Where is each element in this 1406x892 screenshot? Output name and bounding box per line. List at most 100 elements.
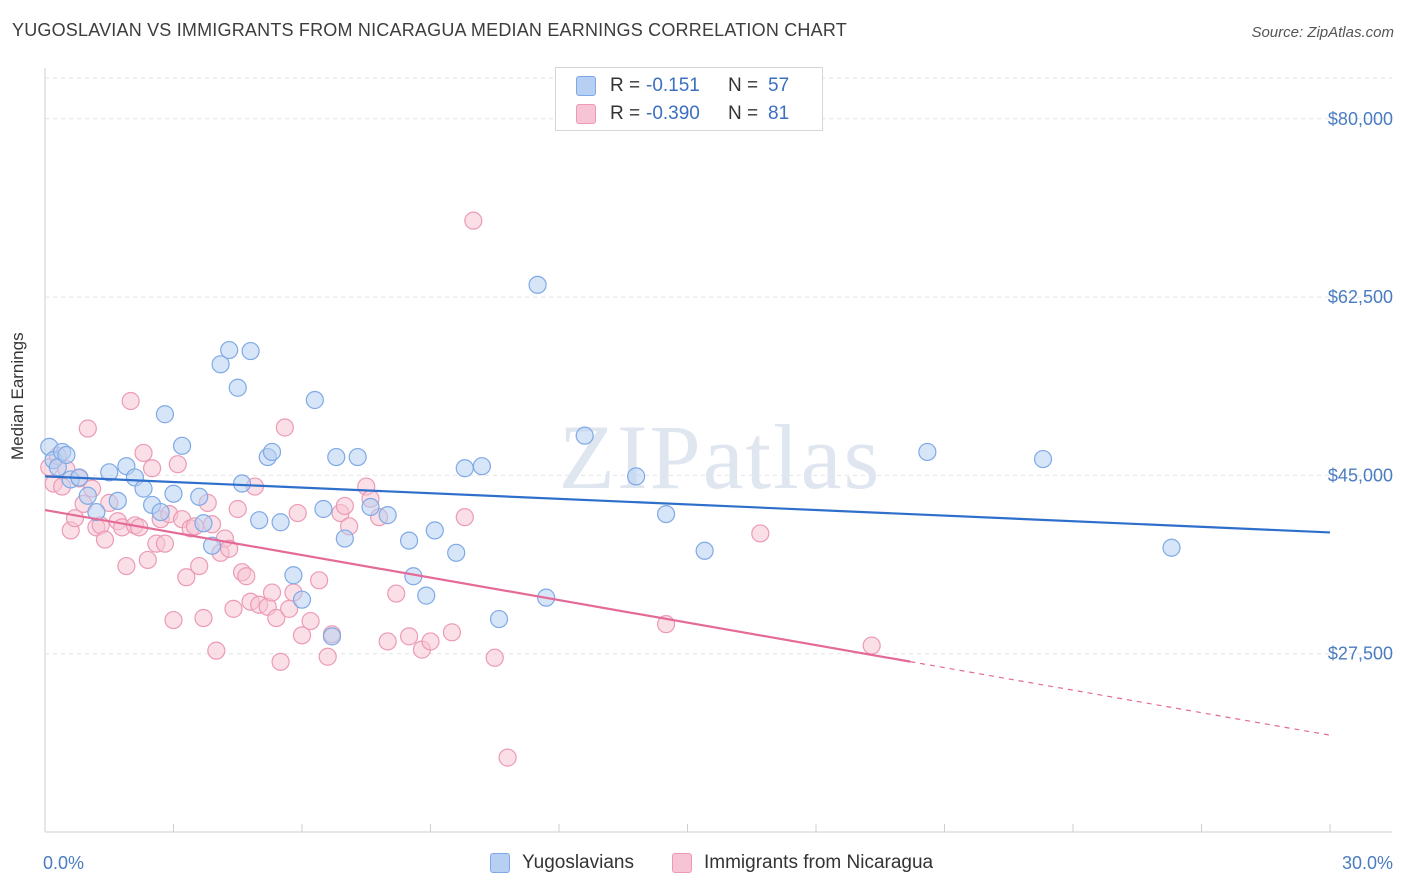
nicaragua-point — [228, 499, 247, 519]
yugoslavian-point — [194, 514, 213, 533]
yugoslavian-point — [172, 436, 192, 455]
legend-item-nicaragua: Immigrants from Nicaragua — [672, 852, 933, 874]
yugoslavian-point — [292, 590, 312, 609]
y-tick-label: $62,500 — [1328, 287, 1393, 307]
yugoslavian-point — [211, 355, 230, 374]
nicaragua-point — [292, 626, 312, 645]
yugoslavian-point — [164, 484, 183, 503]
nicaragua-point — [155, 534, 175, 553]
nicaragua-point — [237, 567, 256, 586]
nicaragua-point — [288, 503, 307, 523]
nicaragua-point — [464, 211, 483, 230]
yugoslavian-point — [78, 486, 97, 505]
nicaragua-point — [190, 556, 209, 576]
legend-n-value: 57 — [768, 75, 790, 96]
nicaragua-point — [95, 530, 115, 549]
x-tick-label: 30.0% — [1342, 853, 1393, 873]
yugoslavian-point — [241, 341, 260, 361]
nicaragua-point — [220, 539, 239, 558]
yugoslavian-point — [335, 529, 354, 548]
yugoslavian-points — [40, 275, 1181, 646]
yugoslavian-point — [695, 541, 714, 560]
legend-label: Yugoslavians — [522, 852, 634, 873]
legend-n-label: N = — [728, 103, 759, 124]
nicaragua-point — [142, 459, 162, 478]
legend-r-label: R = — [610, 103, 641, 124]
legend-r-value: -0.390 — [646, 103, 700, 124]
nicaragua-point — [378, 632, 397, 651]
x-tick-label: 0.0% — [43, 853, 84, 873]
nicaragua-point — [168, 455, 187, 474]
nicaragua-point — [207, 641, 226, 660]
yugoslavian-point — [417, 586, 436, 605]
x-tick-labels: 0.0% 30.0% — [43, 853, 1393, 873]
yugoslavian-point — [232, 474, 252, 493]
legend-r-value: -0.151 — [646, 75, 700, 96]
yugoslavian-point — [155, 405, 175, 424]
y-tick-labels: $27,500 $45,000 $62,500 $80,000 — [1328, 109, 1393, 664]
yugoslavian-point — [1033, 449, 1053, 469]
yugoslavian-point — [399, 531, 419, 550]
nicaragua-point — [134, 443, 153, 463]
yugoslavian-point — [361, 497, 380, 517]
chart-title: YUGOSLAVIAN VS IMMIGRANTS FROM NICARAGUA… — [12, 20, 847, 40]
nicaragua-point — [275, 418, 294, 437]
yugoslavian-point — [134, 479, 153, 498]
legend-r-label: R = — [610, 75, 641, 96]
source-credit: Source: ZipAtlas.com — [1251, 24, 1394, 41]
legend-row-nicaragua: R = -0.390 N = 81 — [576, 102, 789, 126]
nicaragua-point — [862, 636, 881, 655]
nicaragua-point — [138, 550, 157, 570]
yugoslavian-point — [314, 499, 333, 519]
yugoslavian-point — [250, 511, 269, 530]
nicaragua-point — [335, 496, 354, 516]
nicaragua-trend-line — [44, 508, 911, 663]
yugoslavian-point — [447, 543, 466, 562]
nicaragua-point — [455, 508, 474, 527]
yugoslavian-point — [108, 491, 127, 510]
yugoslavian-point — [455, 459, 474, 478]
yugoslavian-point — [284, 566, 303, 585]
pink-swatch — [672, 853, 692, 873]
yugoslavian-point — [626, 467, 646, 486]
yugoslavian-point — [202, 536, 222, 555]
yugoslavian-point — [220, 340, 239, 360]
yugoslavian-point — [528, 275, 547, 294]
yugoslavian-trend-line — [44, 475, 1331, 534]
yugoslavian-point — [228, 378, 247, 397]
nicaragua-trend-extension — [910, 661, 1331, 736]
legend-n-label: N = — [728, 75, 759, 96]
pink-swatch — [576, 104, 596, 124]
yugoslavian-point — [575, 426, 594, 445]
nicaragua-point — [177, 568, 196, 587]
blue-swatch — [490, 853, 510, 873]
yugoslavian-point — [262, 442, 282, 462]
nicaragua-point — [498, 748, 517, 767]
yugoslavian-point — [918, 442, 937, 462]
nicaragua-point — [301, 611, 320, 631]
nicaragua-point — [421, 632, 440, 651]
series-legend: Yugoslavians Immigrants from Nicaragua — [0, 852, 1406, 878]
yugoslavian-point — [322, 627, 342, 646]
yugoslavian-point — [327, 447, 346, 467]
nicaragua-point — [117, 556, 136, 576]
nicaragua-point — [387, 584, 406, 603]
yugoslavian-point — [100, 463, 119, 482]
yugoslavian-point — [87, 502, 106, 522]
yugoslavian-point — [1162, 538, 1181, 557]
nicaragua-point — [78, 419, 97, 438]
nicaragua-point — [267, 608, 286, 628]
nicaragua-point — [224, 599, 243, 618]
yugoslavian-point — [190, 487, 209, 506]
nicaragua-point — [318, 647, 337, 666]
nicaragua-point — [271, 652, 290, 671]
y-tick-label: $27,500 — [1328, 644, 1393, 664]
legend-label: Immigrants from Nicaragua — [704, 852, 934, 873]
legend-item-yugoslavians: Yugoslavians — [490, 852, 634, 874]
yugoslavian-point — [348, 447, 367, 467]
nicaragua-point — [399, 627, 419, 646]
yugoslavian-point — [57, 445, 76, 465]
yugoslavian-point — [425, 521, 444, 540]
yugoslavian-point — [489, 609, 509, 629]
